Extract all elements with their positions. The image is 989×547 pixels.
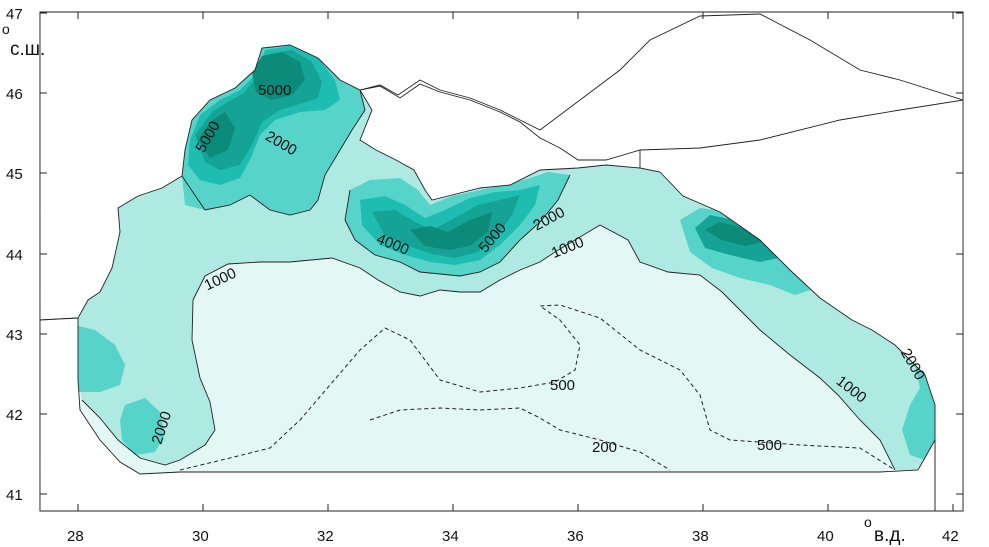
x-tick-label: 34: [442, 528, 459, 545]
band-gt-5000-north: [252, 52, 305, 100]
band-gt-5000-west: [198, 112, 235, 158]
x-tick-label: 42: [942, 528, 959, 545]
x-tick-label: 36: [567, 528, 584, 545]
x-tick-label: 32: [317, 528, 334, 545]
isoline-1000-b: [599, 224, 896, 471]
isoline-500-dashed: [179, 304, 896, 471]
band-se-2000: [900, 340, 935, 460]
contour-label: 200: [592, 439, 617, 456]
y-tick-label: 47: [6, 6, 23, 23]
y-axis-ticks: [40, 12, 963, 495]
y-tick-label: 43: [6, 327, 23, 344]
y-tick-label: 45: [6, 166, 23, 183]
y-tick-label: 46: [6, 86, 23, 103]
band-east-5000: [705, 222, 762, 246]
x-tick-label: 30: [192, 528, 209, 545]
isoline-2000-crimea: [344, 174, 571, 277]
x-tick-label: 40: [817, 528, 834, 545]
y-tick-label: 41: [6, 487, 23, 504]
y-axis-unit: с.ш.: [10, 39, 45, 60]
land-south: [39, 317, 936, 512]
x-axis-unit: в.д.: [874, 525, 906, 546]
land-east: [639, 99, 964, 512]
isoline-200-dashed: [369, 407, 671, 471]
isoline-1000: [192, 224, 601, 301]
band-2000-sw-1: [78, 326, 125, 392]
isoline-1000-west: [81, 299, 216, 466]
contour-label: 500: [550, 377, 575, 394]
isoline-2000-shelf: [181, 89, 366, 216]
x-tick-label: 38: [692, 528, 709, 545]
band-gt-5000-crimea: [410, 212, 492, 250]
y-tick-label: 42: [6, 407, 23, 424]
band-500-1000: [180, 225, 895, 470]
contour-label: 500: [757, 437, 782, 454]
contour-label: 5000: [258, 82, 291, 99]
x-tick-label: 28: [67, 528, 84, 545]
y-tick-label: 44: [6, 247, 23, 264]
band-2000-sw-2: [120, 398, 165, 455]
band-4000-5000-crimea: [372, 195, 520, 258]
x-degree-symbol: o: [864, 514, 872, 530]
land-north: [39, 11, 964, 321]
x-axis-ticks: [77, 12, 954, 511]
y-degree-symbol: o: [2, 21, 10, 37]
